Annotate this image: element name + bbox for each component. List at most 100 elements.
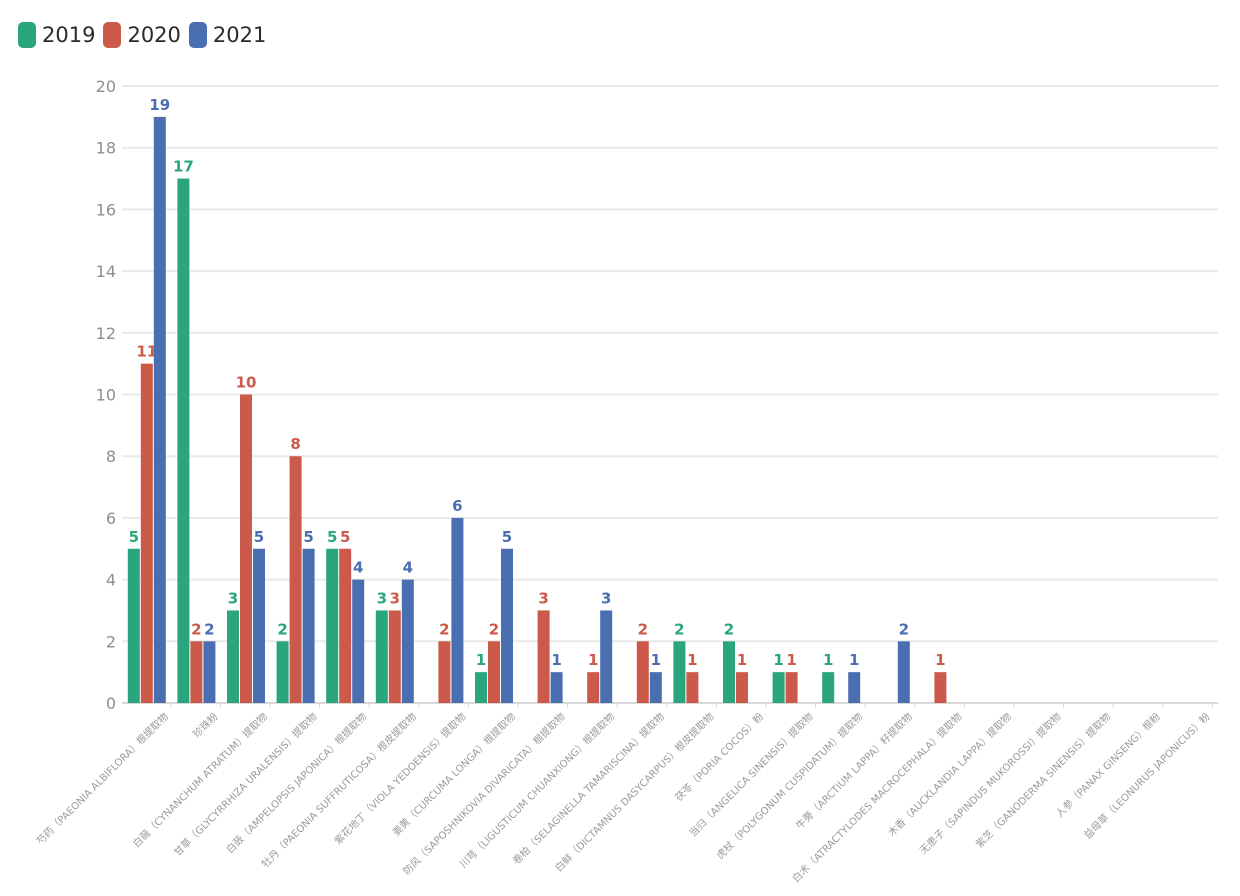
bar-2019-12 [723, 641, 735, 703]
legend: 2019 2020 2021 [18, 20, 274, 50]
y-tick-label: 18 [96, 139, 116, 158]
data-label: 4 [353, 559, 363, 577]
bar-2019-4 [326, 548, 339, 703]
bar-2020-10 [636, 641, 649, 703]
bar-2019-5 [375, 610, 388, 703]
bar-2020-2 [240, 394, 252, 703]
bar-2020-4 [339, 548, 352, 703]
y-tick-label: 10 [96, 386, 116, 405]
bar-2020-3 [289, 456, 302, 703]
legend-swatch [103, 22, 122, 48]
bar-2021-10 [649, 672, 662, 703]
legend-item-2020[interactable]: 2020 [103, 22, 181, 48]
data-label: 2 [899, 620, 909, 638]
data-label: 2 [638, 620, 648, 638]
bar-2019-7 [475, 672, 487, 703]
data-label: 5 [129, 528, 139, 546]
data-label: 1 [773, 651, 783, 669]
bar-2020-0 [140, 363, 153, 703]
bar-2021-8 [550, 672, 563, 703]
bar-2021-14 [848, 672, 861, 703]
y-tick-label: 0 [106, 694, 116, 713]
data-label: 3 [377, 589, 387, 607]
y-tick-label: 12 [96, 324, 116, 343]
data-label: 1 [551, 651, 561, 669]
legend-label: 2021 [212, 23, 267, 47]
y-tick-label: 4 [106, 571, 116, 590]
bar-2021-3 [302, 548, 315, 703]
bar-2021-6 [451, 517, 464, 703]
data-label: 5 [340, 528, 350, 546]
bar-2019-0 [127, 548, 140, 703]
data-label: 2 [191, 620, 201, 638]
data-label: 1 [823, 651, 833, 669]
data-label: 1 [935, 651, 945, 669]
data-label: 1 [476, 651, 486, 669]
data-label: 3 [538, 589, 548, 607]
data-label: 1 [849, 651, 859, 669]
legend-label: 2020 [127, 23, 181, 47]
data-label: 1 [786, 651, 796, 669]
y-tick-label: 16 [96, 200, 116, 219]
y-tick-label: 20 [96, 77, 116, 96]
data-label: 1 [588, 651, 598, 669]
data-label: 10 [236, 374, 257, 392]
bar-2021-1 [203, 641, 216, 703]
bar-2019-11 [673, 641, 686, 703]
data-label: 2 [277, 620, 287, 638]
legend-label: 2019 [42, 23, 96, 47]
data-label: 2 [724, 620, 734, 638]
y-tick-label: 2 [106, 632, 116, 651]
legend-item-2019[interactable]: 2019 [18, 22, 95, 48]
x-category-label: 人参（PANAX GINSENG）根粉 [1053, 710, 1163, 820]
bar-2019-14 [822, 672, 835, 703]
x-category-label: 茯苓（PORIA COCOS）粉 [672, 710, 766, 804]
bar-2020-6 [438, 641, 451, 703]
data-label: 5 [502, 528, 512, 546]
bar-2021-15 [897, 641, 910, 703]
bar-2019-2 [227, 610, 239, 703]
y-tick-label: 14 [96, 262, 116, 281]
bar-2020-9 [587, 672, 600, 703]
bar-2020-16 [934, 672, 947, 703]
bar-2021-5 [401, 579, 414, 703]
data-label: 2 [439, 620, 449, 638]
data-label: 5 [254, 528, 264, 546]
y-tick-label: 8 [106, 447, 116, 466]
legend-swatch [18, 22, 36, 48]
data-label: 8 [290, 435, 300, 453]
bar-2020-13 [785, 672, 798, 703]
data-label: 3 [228, 589, 238, 607]
data-label: 2 [204, 620, 214, 638]
data-label: 17 [173, 158, 194, 176]
data-label: 2 [489, 620, 499, 638]
data-label: 19 [149, 96, 170, 114]
bar-2020-1 [190, 641, 203, 703]
data-label: 6 [452, 497, 462, 515]
bar-2021-4 [352, 579, 365, 703]
bar-2020-7 [488, 641, 500, 703]
data-label: 1 [687, 651, 697, 669]
bar-2019-1 [177, 178, 190, 704]
data-label: 5 [327, 528, 337, 546]
bar-2020-12 [736, 672, 748, 703]
x-category-label: 白术（ATRACTYLODES MACROCEPHALA）提取物 [789, 710, 964, 885]
bar-2021-2 [253, 548, 265, 703]
legend-swatch [188, 22, 207, 48]
data-label: 4 [403, 559, 413, 577]
data-label: 3 [601, 589, 611, 607]
data-label: 2 [674, 620, 684, 638]
data-label: 3 [390, 589, 400, 607]
y-tick-label: 6 [106, 509, 116, 528]
data-label: 11 [136, 343, 157, 361]
bar-2019-3 [276, 641, 289, 703]
data-label: 1 [737, 651, 747, 669]
legend-item-2021[interactable]: 2021 [188, 22, 267, 48]
bar-2021-9 [600, 610, 613, 703]
data-label: 1 [651, 651, 661, 669]
bar-2019-13 [772, 672, 785, 703]
bar-2020-5 [388, 610, 401, 703]
bar-2021-7 [501, 548, 513, 703]
bar-2020-8 [537, 610, 550, 703]
data-label: 5 [303, 528, 313, 546]
